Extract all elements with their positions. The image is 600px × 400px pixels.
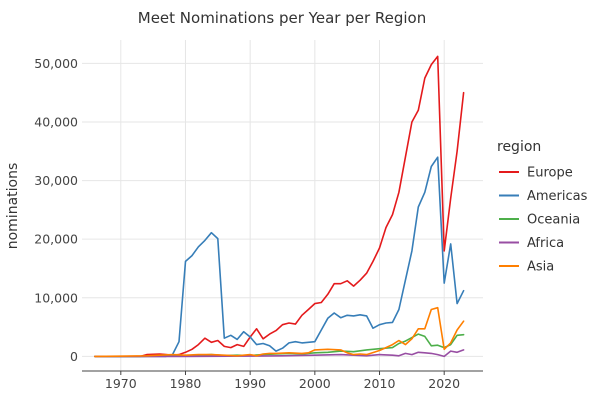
legend: region Europe Americas Oceania Africa Asia: [497, 139, 588, 275]
plot-area: [94, 55, 465, 358]
legend-label-asia: Asia: [527, 260, 554, 275]
y-tick-label: 10,000: [34, 290, 78, 305]
x-tick-label: 1970: [105, 376, 137, 391]
y-tick-label: 30,000: [34, 173, 78, 188]
x-tick-label: 2020: [428, 376, 460, 391]
y-tick-label: 50,000: [34, 56, 78, 71]
y-tick-label: 0: [70, 349, 78, 364]
series-line-africa: [94, 349, 465, 358]
chart-title: Meet Nominations per Year per Region: [138, 9, 427, 27]
x-tick-label: 2000: [299, 376, 331, 391]
legend-label-africa: Africa: [527, 236, 564, 251]
legend-title: region: [497, 139, 541, 155]
series-line-americas: [94, 156, 465, 358]
x-tick-label: 2010: [364, 376, 396, 391]
y-tick-label: 40,000: [34, 115, 78, 130]
x-tick-label: 1990: [234, 376, 266, 391]
series-line-europe: [94, 55, 465, 358]
y-tick-label: 20,000: [34, 232, 78, 247]
y-axis-title: nominations: [5, 163, 21, 250]
series-line-asia: [94, 306, 465, 358]
x-tick-label: 1980: [170, 376, 202, 391]
y-axis-ticks: 0 10,000 20,000 30,000 40,000 50,000: [34, 56, 78, 364]
x-axis-ticks: 1970 1980 1990 2000 2010 2020: [105, 371, 460, 391]
legend-label-oceania: Oceania: [527, 213, 580, 228]
legend-label-europe: Europe: [527, 166, 573, 181]
legend-label-americas: Americas: [527, 189, 588, 204]
